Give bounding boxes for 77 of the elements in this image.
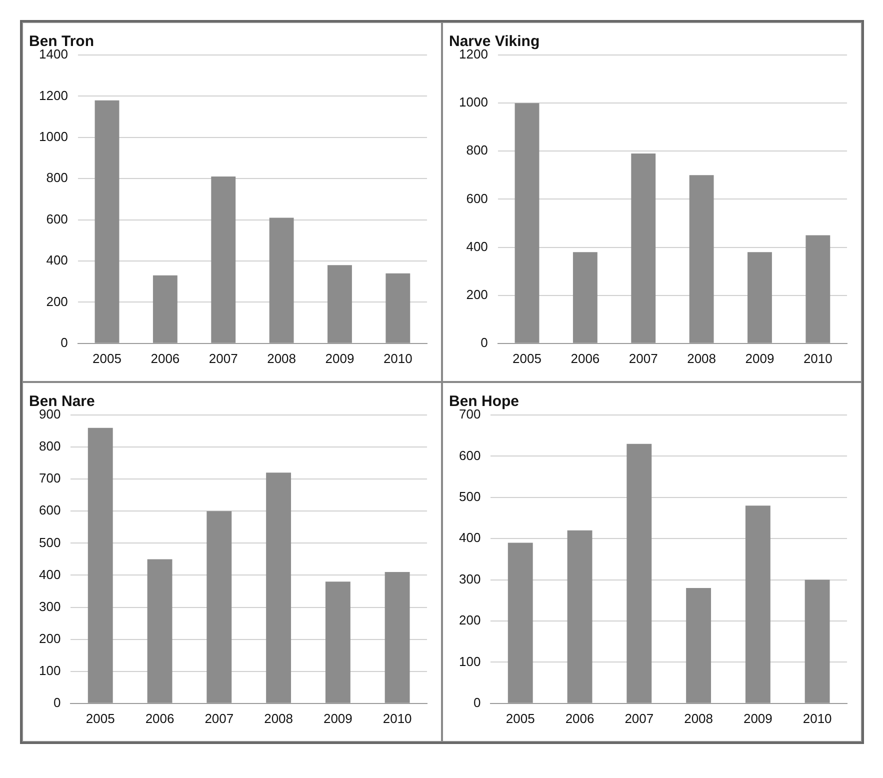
y-tick-label: 200 — [46, 294, 68, 309]
y-tick-label: 0 — [53, 694, 61, 710]
x-tick-label: 2010 — [803, 350, 832, 366]
y-tick-label: 200 — [458, 612, 481, 628]
bar — [325, 582, 350, 703]
y-tick-label: 400 — [46, 252, 68, 268]
y-tick-label: 400 — [466, 238, 488, 254]
x-tick-label: 2009 — [745, 350, 774, 366]
bar — [572, 252, 598, 343]
x-tick-label: 2009 — [325, 350, 354, 366]
y-tick-label: 0 — [60, 334, 68, 350]
x-tick-label: 2007 — [204, 710, 234, 726]
y-tick-label: 500 — [38, 534, 61, 550]
bar — [147, 559, 172, 703]
x-tick-label: 2008 — [687, 350, 716, 366]
x-tick-label: 2008 — [267, 350, 296, 366]
y-tick-label: 300 — [458, 571, 481, 586]
y-tick-label: 800 — [38, 438, 61, 454]
x-tick-label: 2007 — [208, 350, 238, 366]
y-tick-label: 500 — [458, 488, 481, 504]
x-tick-label: 2010 — [382, 710, 412, 726]
y-tick-label: 100 — [38, 662, 61, 678]
x-tick-label: 2010 — [802, 710, 832, 726]
bar — [384, 572, 410, 703]
x-tick-label: 2005 — [92, 350, 122, 366]
x-tick-label: 2009 — [323, 710, 352, 726]
y-tick-label: 600 — [46, 211, 68, 226]
y-tick-label: 700 — [38, 470, 61, 486]
bar — [206, 511, 232, 703]
y-tick-label: 400 — [38, 566, 61, 582]
x-tick-label: 2006 — [145, 710, 174, 726]
bar — [152, 275, 178, 343]
bar — [567, 530, 592, 703]
bar — [631, 154, 656, 343]
bar — [386, 273, 410, 343]
x-tick-label: 2007 — [624, 710, 654, 726]
x-tick-label: 2005 — [86, 710, 115, 726]
y-tick-label: 0 — [480, 334, 488, 350]
y-tick-label: 200 — [38, 630, 61, 646]
y-tick-label: 200 — [466, 286, 488, 302]
bar — [508, 542, 533, 703]
y-tick-label: 1000 — [39, 128, 68, 144]
y-tick-label: 400 — [458, 530, 481, 546]
x-tick-label: 2005 — [506, 710, 535, 726]
bar — [266, 472, 292, 703]
x-tick-label: 2008 — [264, 710, 293, 726]
y-tick-label: 600 — [466, 190, 488, 206]
x-tick-label: 2008 — [684, 710, 713, 726]
x-tick-label: 2006 — [570, 350, 600, 366]
bar — [269, 218, 294, 343]
y-tick-label: 600 — [458, 448, 481, 463]
bar — [94, 100, 120, 343]
y-tick-label: 800 — [466, 142, 488, 158]
x-tick-label: 2010 — [383, 350, 412, 366]
bar — [626, 444, 652, 703]
y-tick-label: 800 — [46, 170, 68, 186]
y-tick-label: 600 — [38, 502, 61, 518]
bar — [806, 235, 830, 343]
bar — [514, 103, 540, 343]
x-tick-label: 2006 — [150, 350, 180, 366]
x-tick-label: 2006 — [565, 710, 594, 726]
bar — [211, 176, 236, 343]
y-tick-label: 1200 — [39, 88, 68, 103]
y-tick-label: 0 — [473, 694, 481, 710]
y-tick-label: 300 — [38, 598, 61, 614]
y-tick-label: 1000 — [459, 94, 488, 110]
bar — [804, 580, 830, 703]
bar — [689, 175, 714, 343]
bar — [745, 506, 770, 703]
y-tick-label: 100 — [458, 654, 481, 669]
bar — [748, 252, 772, 343]
x-tick-label: 2009 — [743, 710, 772, 726]
x-tick-label: 2007 — [628, 350, 658, 366]
x-tick-label: 2005 — [512, 350, 542, 366]
bar — [88, 428, 113, 703]
bar — [686, 588, 712, 703]
bar — [328, 265, 352, 343]
